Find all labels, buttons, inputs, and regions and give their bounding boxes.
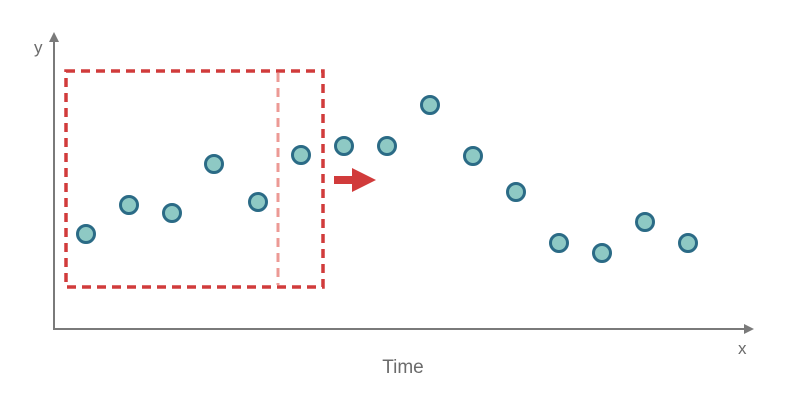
data-point: [162, 203, 182, 223]
data-point: [377, 136, 397, 156]
data-point: [678, 233, 698, 253]
data-point: [506, 182, 526, 202]
data-point: [291, 145, 311, 165]
y-axis-label: y: [34, 38, 43, 57]
data-point: [549, 233, 569, 253]
data-point: [248, 192, 268, 212]
step-right-arrow: [334, 168, 376, 192]
x-axis-label: x: [738, 339, 747, 358]
data-point: [635, 212, 655, 232]
data-points: [76, 95, 698, 263]
data-point: [119, 195, 139, 215]
window-box: [64, 69, 325, 289]
data-point: [420, 95, 440, 115]
data-point: [204, 154, 224, 174]
data-point: [463, 146, 483, 166]
data-point: [334, 136, 354, 156]
time-caption: Time: [382, 357, 424, 378]
data-point: [76, 224, 96, 244]
data-point: [592, 243, 612, 263]
